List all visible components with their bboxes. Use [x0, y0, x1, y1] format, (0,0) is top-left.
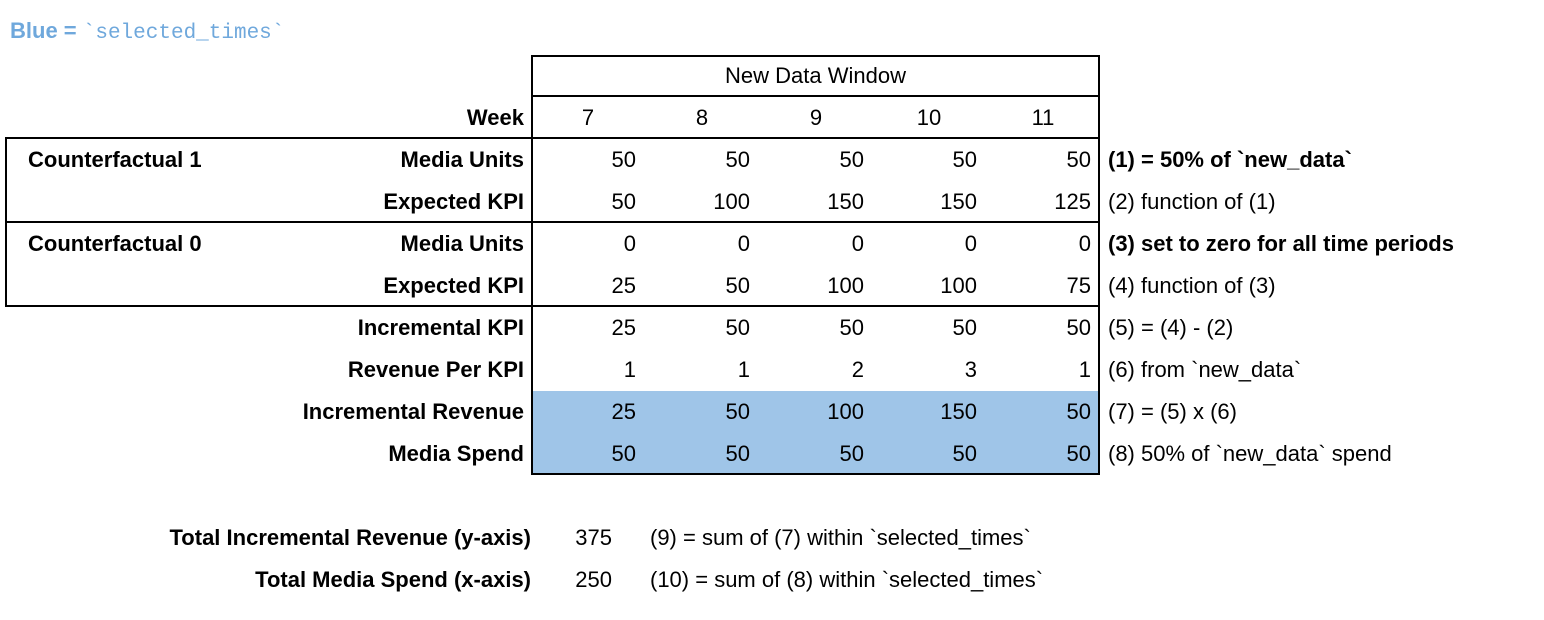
table-header: New Data Window — [725, 63, 906, 88]
row-label: Media Spend — [388, 441, 524, 466]
table-row-media-units-cf0: Counterfactual 0 Media Units 0 0 0 0 0 (… — [0, 223, 1544, 265]
table-cell: 50 — [1066, 147, 1091, 172]
table-cell: 100 — [713, 189, 750, 214]
table-row-media-spend: Media Spend 50 50 50 50 50 (8) 50% of `n… — [0, 433, 1544, 475]
table-cell: 50 — [952, 147, 977, 172]
counterfactual-0-outline — [5, 221, 533, 307]
table-cell: 50 — [611, 147, 636, 172]
week-label: Week — [466, 105, 524, 130]
table-cell: 50 — [1066, 315, 1091, 340]
table-cell: 50 — [952, 441, 977, 466]
table-cell: 50 — [952, 315, 977, 340]
grid-line — [531, 305, 1100, 307]
grid-line — [531, 137, 1100, 139]
row-label: Media Units — [400, 147, 524, 172]
total-media-spend-row: Total Media Spend (x-axis) 250 (10) = su… — [0, 559, 1544, 601]
legend-code: `selected_times` — [82, 22, 285, 45]
week-cell: 11 — [1031, 105, 1055, 130]
row-note: (4) function of (3) — [1108, 273, 1276, 298]
table-cell: 0 — [737, 231, 750, 256]
table-cell: 0 — [623, 231, 636, 256]
row-note: (3) set to zero for all time periods — [1108, 231, 1454, 256]
row-note: (7) = (5) x (6) — [1108, 399, 1237, 424]
row-note: (6) from `new_data` — [1108, 357, 1302, 382]
table-cell: 50 — [1066, 399, 1091, 424]
table-row-incremental-revenue: Incremental Revenue 25 50 100 150 50 (7)… — [0, 391, 1544, 433]
table-cell: 50 — [839, 315, 864, 340]
total-note: (9) = sum of (7) within `selected_times` — [650, 525, 1031, 550]
table-cell: 50 — [839, 441, 864, 466]
row-note: (2) function of (1) — [1108, 189, 1276, 214]
table-cell: 1 — [737, 357, 750, 382]
table-cell: 150 — [940, 399, 977, 424]
row-label: Revenue Per KPI — [347, 357, 524, 382]
table-cell: 50 — [611, 189, 636, 214]
row-label: Expected KPI — [383, 189, 524, 214]
grid-line — [531, 221, 1100, 223]
table-cell: 75 — [1066, 273, 1091, 298]
table-cell: 150 — [940, 189, 977, 214]
table-cell: 2 — [851, 357, 864, 382]
total-value: 250 — [575, 567, 612, 592]
table-cell: 0 — [851, 231, 864, 256]
table-cell: 50 — [725, 399, 750, 424]
selected-times-highlight — [533, 391, 1098, 473]
row-note: (1) = 50% of `new_data` — [1108, 147, 1352, 172]
grid-line — [531, 95, 1100, 97]
group-label: Counterfactual 0 — [28, 231, 202, 256]
total-label: Total Media Spend (x-axis) — [255, 567, 531, 592]
table-cell: 50 — [611, 441, 636, 466]
total-note: (10) = sum of (8) within `selected_times… — [650, 567, 1044, 592]
row-note: (5) = (4) - (2) — [1108, 315, 1234, 340]
table-cell: 1 — [623, 357, 636, 382]
table-cell: 50 — [725, 147, 750, 172]
table-cell: 100 — [827, 273, 864, 298]
table-cell: 150 — [827, 189, 864, 214]
table-cell: 0 — [964, 231, 977, 256]
table-row-media-units-cf1: Counterfactual 1 Media Units 50 50 50 50… — [0, 139, 1544, 181]
table-cell: 100 — [940, 273, 977, 298]
week-cell: 8 — [695, 105, 709, 130]
table-cell: 125 — [1054, 189, 1091, 214]
row-label: Incremental KPI — [357, 315, 524, 340]
week-cell: 7 — [581, 105, 595, 130]
group-label: Counterfactual 1 — [28, 147, 202, 172]
table-cell: 25 — [611, 399, 636, 424]
table-cell: 50 — [1066, 441, 1091, 466]
table-cell: 0 — [1078, 231, 1091, 256]
table-row-incremental-kpi: Incremental KPI 25 50 50 50 50 (5) = (4)… — [0, 307, 1544, 349]
table-cell: 100 — [827, 399, 864, 424]
week-cell: 10 — [916, 105, 942, 130]
table-cell: 3 — [964, 357, 977, 382]
legend-blue-note: Blue = `selected_times` — [10, 18, 284, 45]
table-row-expected-kpi-cf0: Expected KPI 25 50 100 100 75 (4) functi… — [0, 265, 1544, 307]
table-cell: 50 — [725, 273, 750, 298]
total-incremental-revenue-row: Total Incremental Revenue (y-axis) 375 (… — [0, 517, 1544, 559]
total-label: Total Incremental Revenue (y-axis) — [169, 525, 532, 550]
table-row-revenue-per-kpi: Revenue Per KPI 1 1 2 3 1 (6) from `new_… — [0, 349, 1544, 391]
table-cell: 50 — [725, 315, 750, 340]
legend-label: Blue = — [10, 18, 83, 43]
table-cell: 50 — [725, 441, 750, 466]
week-cell: 9 — [809, 105, 823, 130]
table-row-expected-kpi-cf1: Expected KPI 50 100 150 150 125 (2) func… — [0, 181, 1544, 223]
table-cell: 25 — [611, 315, 636, 340]
week-row: Week 7 8 9 10 11 — [0, 97, 1544, 139]
table-cell: 25 — [611, 273, 636, 298]
row-label: Media Units — [400, 231, 524, 256]
row-note: (8) 50% of `new_data` spend — [1108, 441, 1392, 466]
row-label: Expected KPI — [383, 273, 524, 298]
total-value: 375 — [575, 525, 612, 550]
table-cell: 50 — [839, 147, 864, 172]
row-label: Incremental Revenue — [302, 399, 524, 424]
table-cell: 1 — [1078, 357, 1091, 382]
